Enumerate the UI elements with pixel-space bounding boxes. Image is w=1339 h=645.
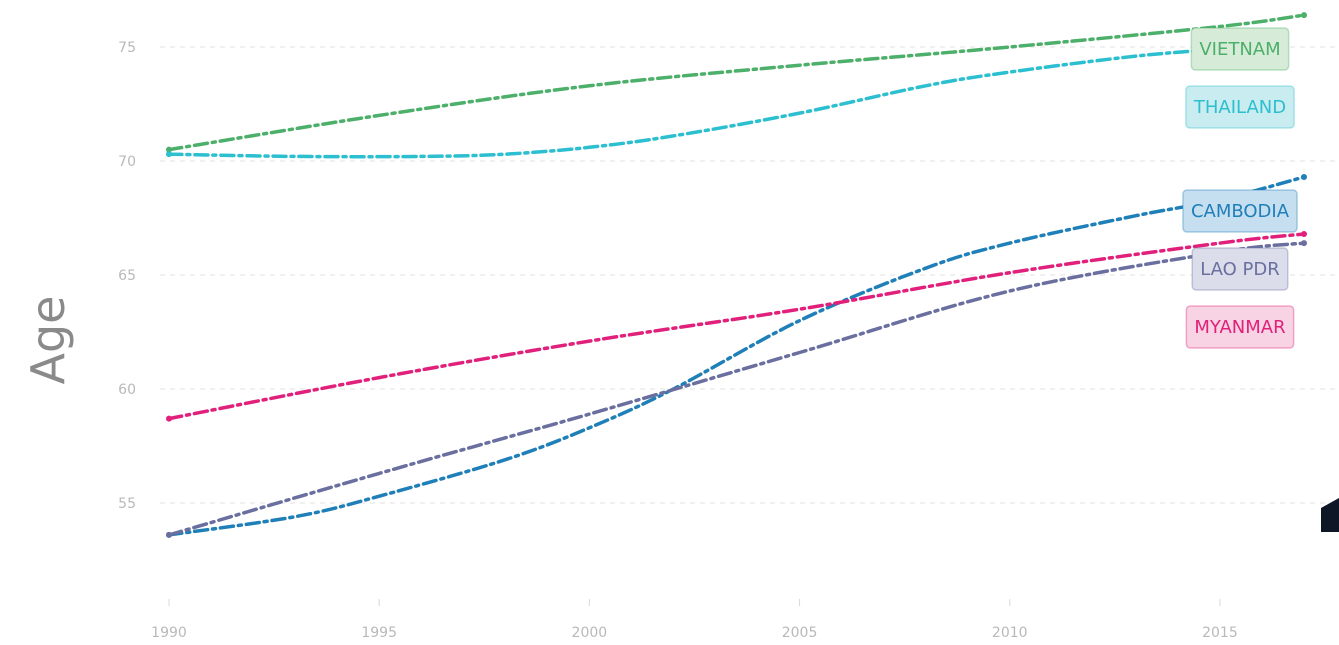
series-labels: VIETNAM THAILAND CAMBODIA LAO PDR MYANMAR bbox=[1182, 27, 1298, 349]
series-point-myanmar-end bbox=[1301, 230, 1307, 237]
series-point-lao-pdr-end bbox=[1301, 240, 1307, 247]
y-tick-label: 55 bbox=[118, 496, 136, 512]
series-line-cambodia bbox=[167, 175, 1306, 537]
label-thailand: THAILAND bbox=[1185, 85, 1295, 129]
series-point-cambodia-end bbox=[1301, 173, 1307, 180]
label-text-myanmar: MYANMAR bbox=[1194, 317, 1285, 338]
x-tick-label: 2010 bbox=[992, 625, 1028, 641]
grid-lines bbox=[160, 46, 1339, 504]
label-cambodia: CAMBODIA bbox=[1182, 189, 1298, 233]
x-tick-label: 2015 bbox=[1202, 625, 1238, 641]
series-point-vietnam-end bbox=[1301, 12, 1307, 19]
label-box-cambodia bbox=[1182, 189, 1298, 233]
y-tick-label: 65 bbox=[118, 268, 136, 284]
label-lao-pdr: LAO PDR bbox=[1191, 247, 1289, 291]
x-tick-label: 2005 bbox=[782, 625, 818, 641]
corner-shape bbox=[1321, 498, 1339, 532]
series-point-vietnam-start bbox=[166, 146, 172, 153]
y-tick-label: 75 bbox=[118, 40, 136, 56]
series-point-myanmar-start bbox=[166, 415, 172, 422]
label-box-lao-pdr bbox=[1191, 247, 1289, 291]
series-line-thailand bbox=[167, 47, 1222, 159]
series-line-vietnam bbox=[167, 13, 1306, 152]
label-text-vietnam: VIETNAM bbox=[1199, 39, 1280, 60]
label-box-thailand bbox=[1185, 85, 1295, 129]
label-vietnam: VIETNAM bbox=[1190, 27, 1290, 71]
label-text-cambodia: CAMBODIA bbox=[1191, 201, 1290, 222]
label-text-thailand: THAILAND bbox=[1193, 97, 1286, 118]
series-point-lao-pdr-start bbox=[166, 531, 172, 538]
series-lines bbox=[166, 12, 1307, 538]
series-point-thailand-start bbox=[166, 151, 172, 158]
label-myanmar: MYANMAR bbox=[1185, 305, 1295, 349]
x-tick-label: 1995 bbox=[361, 625, 397, 641]
x-axis: 1990 1995 2000 2005 2010 2015 bbox=[151, 599, 1238, 641]
label-text-lao-pdr: LAO PDR bbox=[1200, 259, 1280, 280]
label-box-vietnam bbox=[1190, 27, 1290, 71]
series-line-myanmar bbox=[167, 232, 1306, 421]
y-tick-label: 70 bbox=[118, 154, 136, 170]
x-tick-label: 2000 bbox=[572, 625, 608, 641]
y-tick-label: 60 bbox=[118, 382, 136, 398]
series-line-lao-pdr bbox=[167, 241, 1306, 537]
x-tick-label: 1990 bbox=[151, 625, 187, 641]
y-axis-ticks: 55 60 65 70 75 bbox=[118, 40, 136, 512]
label-box-myanmar bbox=[1185, 305, 1295, 349]
